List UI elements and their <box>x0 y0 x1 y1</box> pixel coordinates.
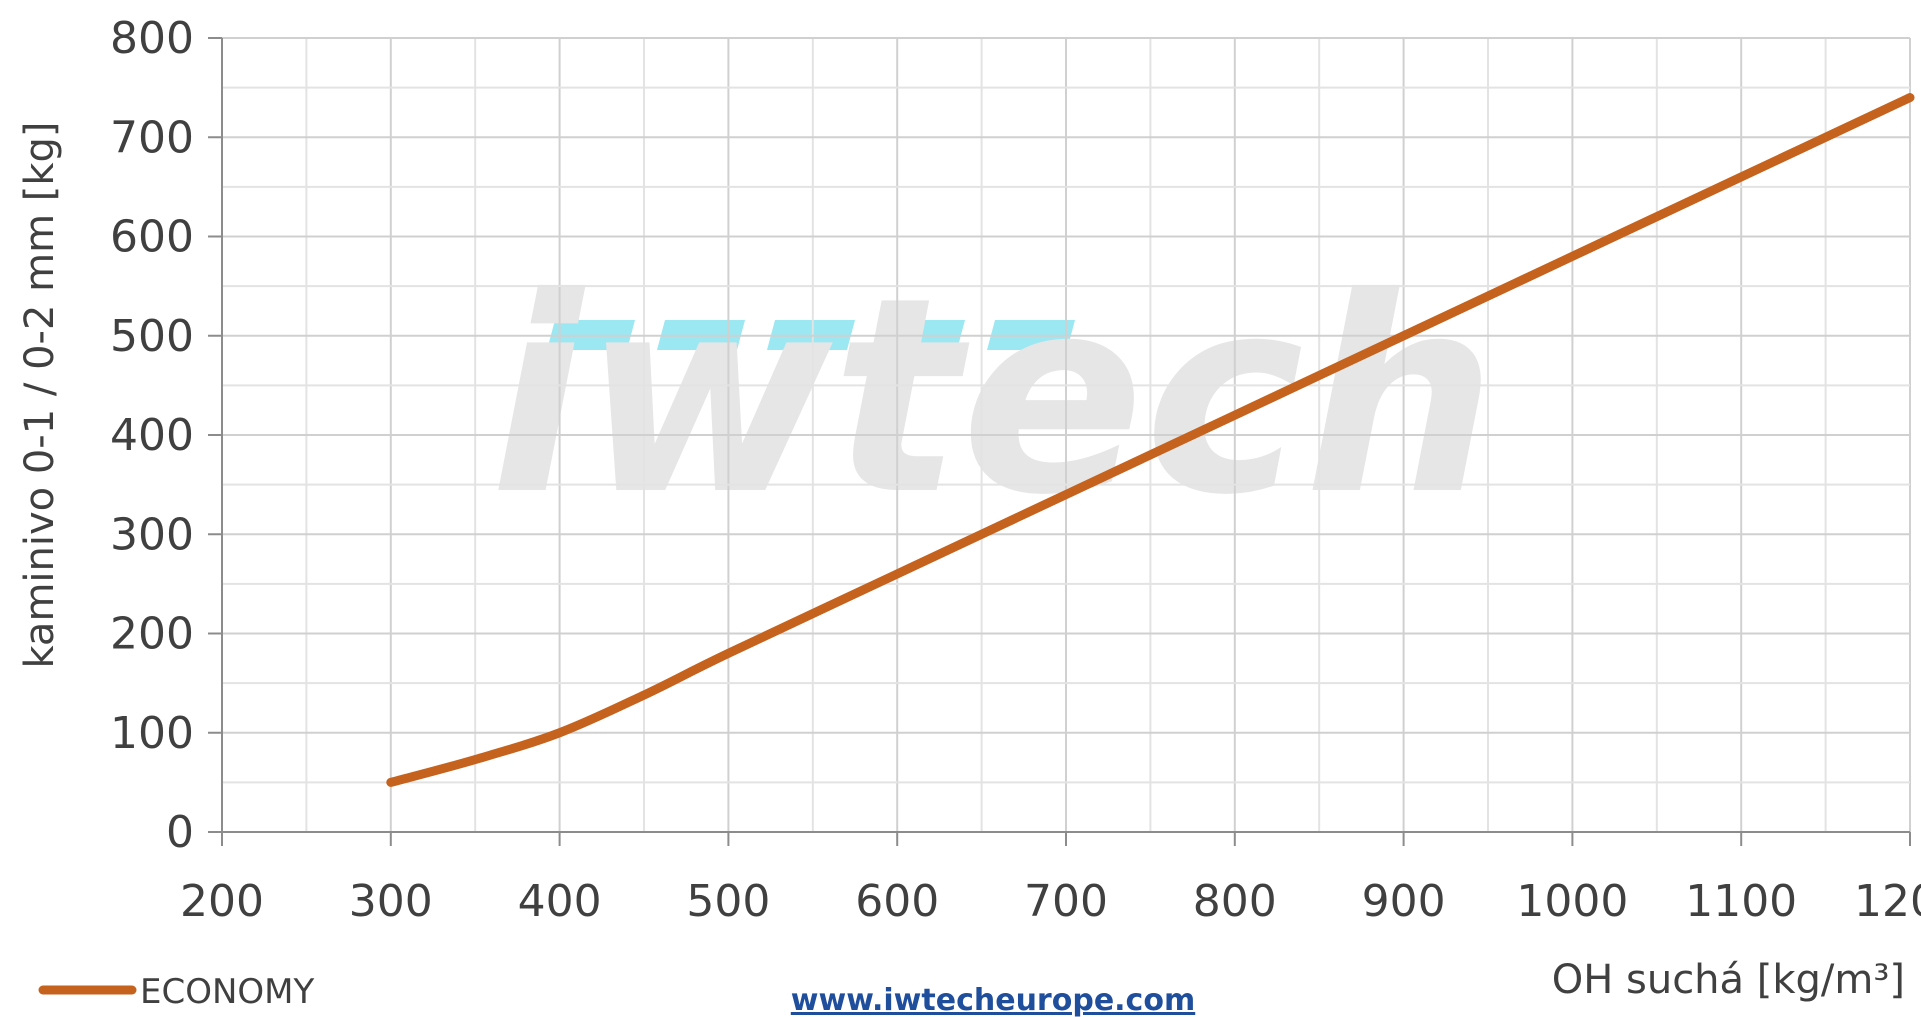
x-tick-label: 500 <box>686 876 770 927</box>
website-link[interactable]: www.iwtecheurope.com <box>791 983 1195 1017</box>
y-tick-label: 0 <box>166 807 194 858</box>
y-tick-label: 600 <box>110 212 194 263</box>
series-layer <box>386 93 1915 787</box>
y-tick-label: 100 <box>110 708 194 759</box>
grid <box>221 37 1911 833</box>
x-tick-label: 1100 <box>1685 876 1797 927</box>
y-tick-label: 400 <box>110 410 194 461</box>
legend-label-economy: ECONOMY <box>140 972 315 1012</box>
y-tick-label: 200 <box>110 609 194 660</box>
y-tick-label: 800 <box>110 13 194 64</box>
watermark-text: iwtech <box>490 239 1496 554</box>
y-tick-label: 700 <box>110 112 194 163</box>
x-tick-label: 200 <box>180 876 264 927</box>
x-tick-label: 800 <box>1193 876 1277 927</box>
x-tick-label: 1200 <box>1854 876 1921 927</box>
legend: ECONOMY <box>38 972 315 1012</box>
x-tick-label: 900 <box>1362 876 1446 927</box>
axes <box>208 37 1911 846</box>
x-tick-label: 1000 <box>1516 876 1628 927</box>
x-axis-title: OH suchá [kg/m³] <box>1552 957 1905 1003</box>
x-tick-label: 300 <box>349 876 433 927</box>
x-tick-label: 400 <box>518 876 602 927</box>
y-tick-label: 500 <box>110 311 194 362</box>
y-tick-label: 300 <box>110 509 194 560</box>
x-tick-label: 700 <box>1024 876 1108 927</box>
x-tick-label: 600 <box>855 876 939 927</box>
y-axis-title: kaminivo 0-1 / 0-2 mm [kg] <box>17 121 63 668</box>
tick-labels: 0 100 200 300 400 500 600 700 800 200 300 400 500 600… <box>110 13 1921 927</box>
